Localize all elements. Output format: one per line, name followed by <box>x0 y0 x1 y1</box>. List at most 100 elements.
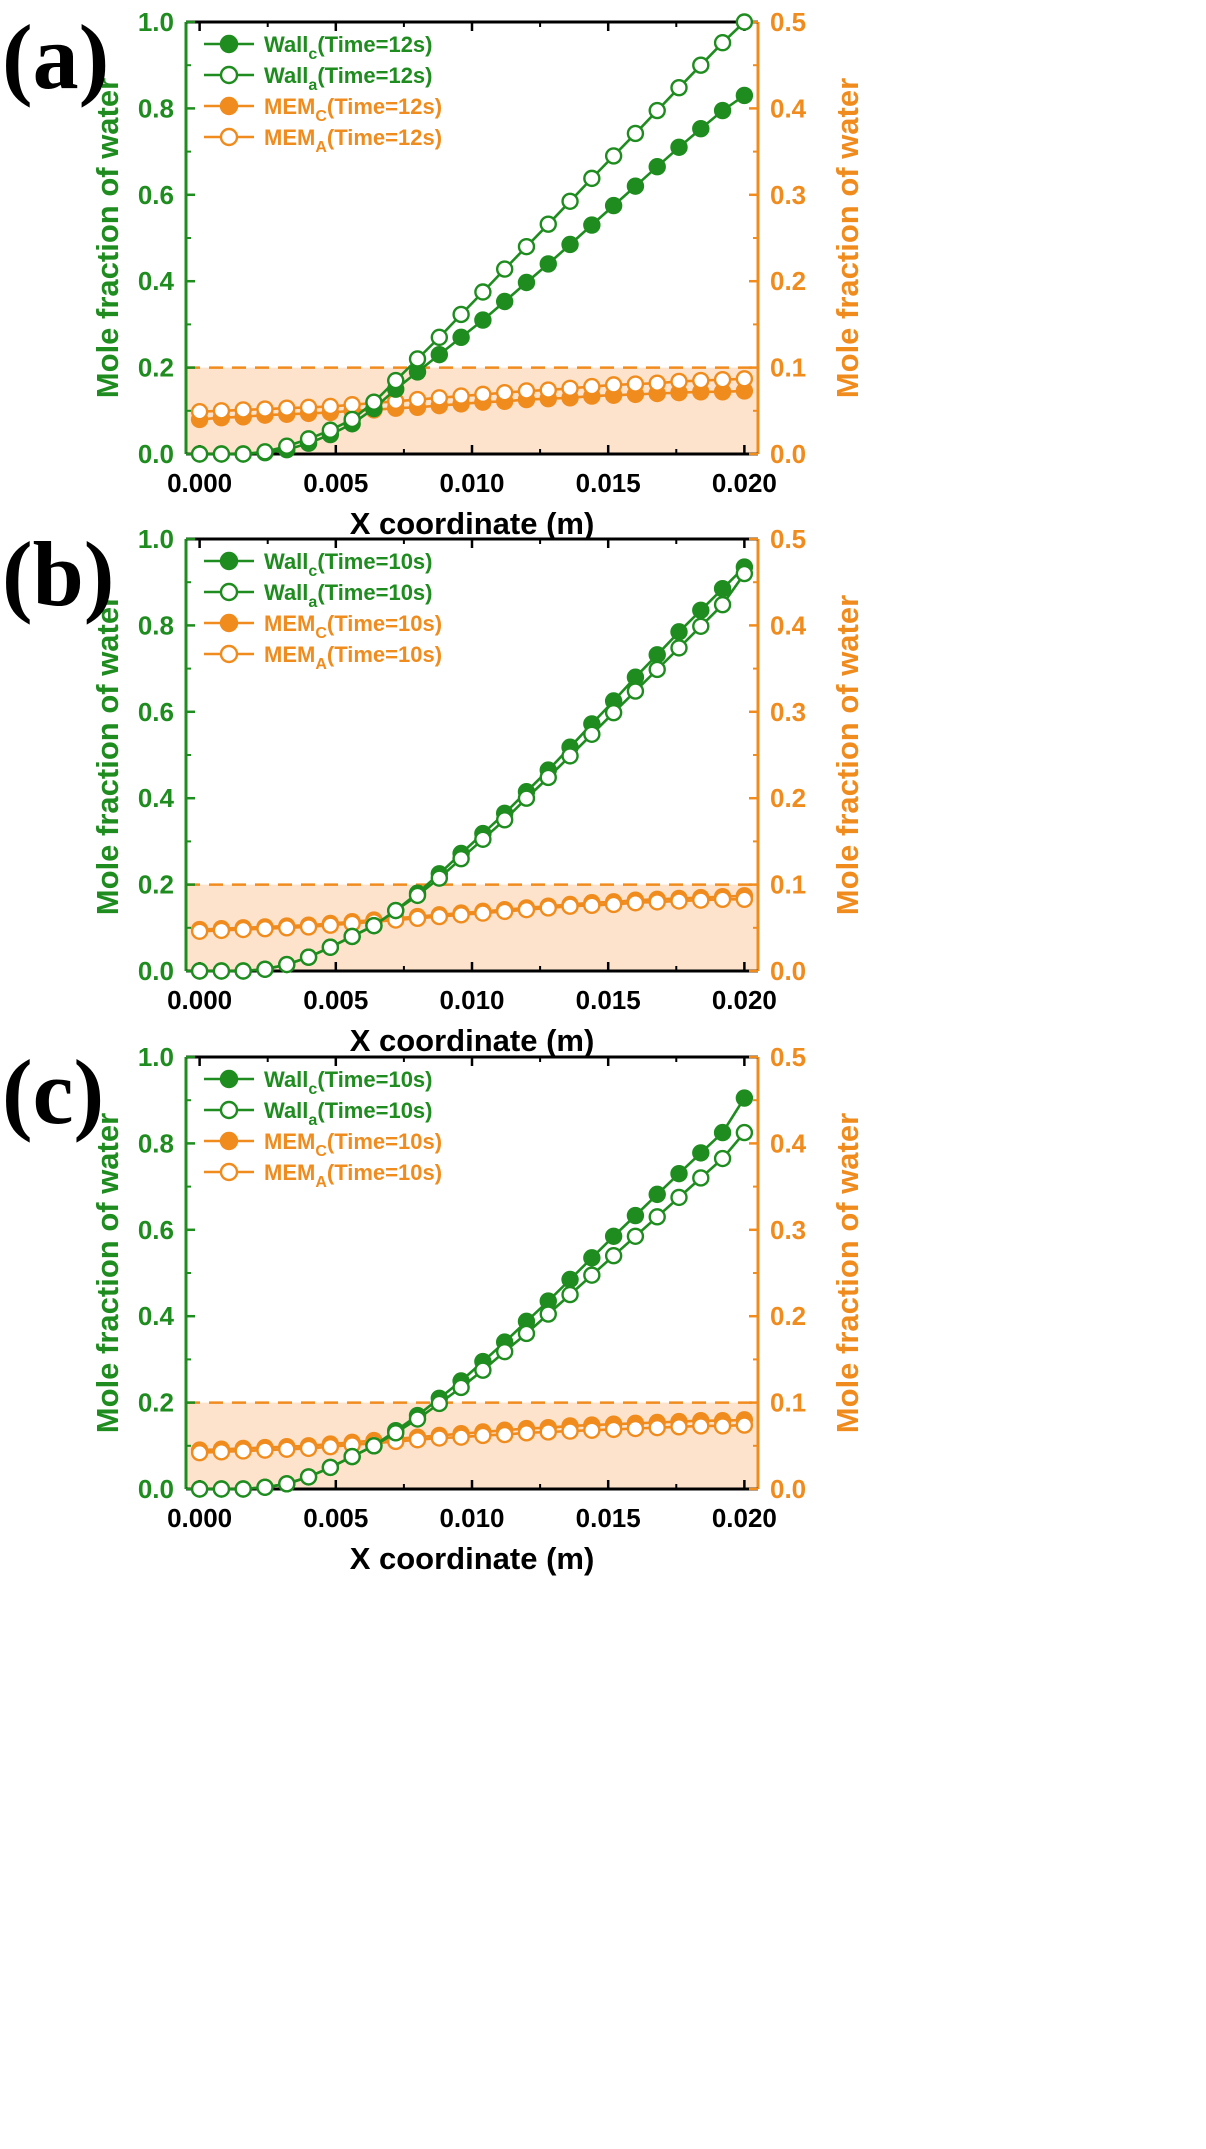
data-point <box>561 747 579 765</box>
data-point <box>626 1419 645 1438</box>
data-point <box>539 255 557 273</box>
data-point <box>561 1285 579 1304</box>
legend-entry: MEMA(Time=12s) <box>264 125 442 156</box>
data-point <box>299 1439 318 1458</box>
right-y-tick-label: 0.0 <box>770 956 806 986</box>
data-point <box>408 390 427 409</box>
data-point <box>670 78 688 97</box>
data-point <box>190 1444 209 1462</box>
legend-marker <box>219 1100 239 1120</box>
left-y-axis-title: Mole fraction of water <box>90 595 125 915</box>
data-point <box>626 124 645 143</box>
data-point <box>626 1206 645 1225</box>
data-point <box>278 437 296 455</box>
data-point <box>626 1227 645 1245</box>
right-y-axis-title: Mole fraction of water <box>830 595 865 915</box>
data-point <box>495 292 514 311</box>
data-point <box>735 1123 754 1142</box>
right-y-axis-title: Mole fraction of water <box>830 78 865 398</box>
data-point <box>278 955 296 974</box>
data-point <box>692 120 710 138</box>
left-y-axis-title: Mole fraction of water <box>90 78 125 398</box>
data-point <box>452 387 470 405</box>
data-point <box>604 196 623 215</box>
data-point <box>495 1425 514 1444</box>
data-point <box>561 1422 579 1440</box>
legend-entry: MEMA(Time=10s) <box>264 642 442 673</box>
data-point <box>321 421 340 439</box>
data-point <box>713 595 732 614</box>
legend: Wallc(Time=12s)Walla(Time=12s)MEMC(Time=… <box>204 32 442 156</box>
data-point <box>583 216 601 234</box>
data-point <box>474 1361 492 1379</box>
data-point <box>713 1123 732 1142</box>
legend-entry: Wallc(Time=10s) <box>264 1067 432 1098</box>
data-point <box>212 1480 231 1498</box>
data-point <box>430 328 449 347</box>
data-point <box>190 1480 209 1498</box>
data-point <box>321 938 340 956</box>
right-y-tick-label: 0.4 <box>770 1128 807 1158</box>
data-point <box>343 1447 361 1466</box>
data-point <box>452 1428 470 1446</box>
legend-entry: Wallc(Time=12s) <box>264 32 432 63</box>
data-point <box>190 445 209 463</box>
data-point <box>692 56 710 74</box>
data-point <box>517 382 536 400</box>
data-point <box>365 1437 383 1455</box>
data-point <box>692 1169 710 1187</box>
data-point <box>735 370 754 388</box>
right-y-tick-label: 0.4 <box>770 610 807 640</box>
data-point <box>190 962 209 980</box>
right-y-axis-title: Mole fraction of water <box>830 1113 865 1433</box>
legend-marker <box>219 1131 239 1151</box>
data-point <box>474 283 492 301</box>
data-point <box>561 1270 579 1289</box>
x-tick-label: 0.000 <box>167 985 232 1015</box>
data-point <box>626 177 645 195</box>
data-point <box>626 894 645 912</box>
legend-marker <box>219 551 239 571</box>
x-tick-label: 0.005 <box>303 468 368 498</box>
right-y-tick-label: 0.0 <box>770 439 806 469</box>
data-point <box>648 1185 666 1204</box>
left-y-tick-label: 0.8 <box>138 610 174 640</box>
data-point <box>452 906 470 924</box>
data-point <box>670 639 688 657</box>
data-point <box>343 927 361 946</box>
data-point <box>474 1426 492 1445</box>
data-point <box>474 904 492 922</box>
data-point <box>626 682 645 700</box>
data-point <box>387 1424 405 1442</box>
data-point <box>604 895 623 914</box>
data-point <box>517 1424 536 1442</box>
data-point <box>452 1378 470 1397</box>
data-point <box>670 138 688 156</box>
x-tick-label: 0.015 <box>576 468 641 498</box>
data-point <box>474 311 492 329</box>
data-point <box>670 892 688 910</box>
legend-entry: Walla(Time=10s) <box>264 1098 432 1129</box>
data-point <box>321 1458 340 1477</box>
legend-marker <box>219 1162 239 1182</box>
legend-entry: Wallc(Time=10s) <box>264 549 432 580</box>
chart-panel: 0.000 0.005 0.010 0.015 0.0200.00.20.40.60.8… <box>2 523 865 1058</box>
data-point <box>495 902 514 921</box>
right-y-tick-label: 0.5 <box>770 524 806 554</box>
x-tick-label: 0.005 <box>303 1503 368 1533</box>
data-point <box>234 1442 252 1460</box>
data-point <box>278 1440 296 1458</box>
data-point <box>278 399 296 417</box>
data-point <box>604 376 623 394</box>
data-point <box>583 1249 601 1267</box>
legend-entry: MEMC(Time=12s) <box>264 94 442 125</box>
data-point <box>539 768 557 787</box>
data-point <box>626 375 645 393</box>
data-point <box>408 1410 427 1428</box>
x-tick-label: 0.005 <box>303 985 368 1015</box>
data-point <box>692 617 710 635</box>
data-point <box>278 1475 296 1493</box>
data-point <box>495 811 514 829</box>
data-point <box>670 1164 688 1183</box>
data-point <box>692 371 710 390</box>
